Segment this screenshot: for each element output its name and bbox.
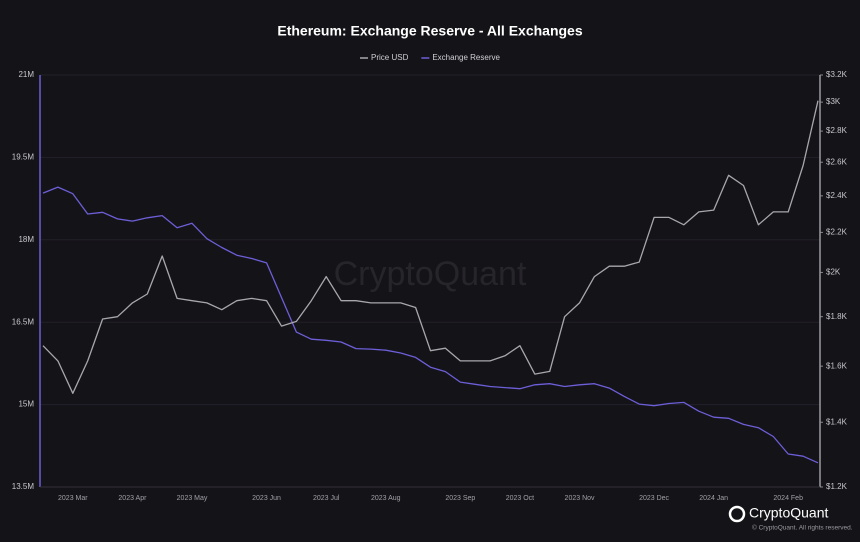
- series-line: [42, 100, 819, 394]
- x-tick-label: 2023 Oct: [506, 495, 534, 502]
- y-tick-label: 21M: [18, 70, 34, 79]
- y2-tick-label: $3K: [826, 97, 841, 106]
- y2-tick-label: $2.8K: [826, 126, 848, 135]
- y-tick-label: 18M: [18, 235, 34, 244]
- x-tick-label: 2023 Dec: [639, 495, 669, 502]
- y2-tick-label: $1.8K: [826, 312, 848, 321]
- x-tick-label: 2023 Aug: [371, 495, 401, 502]
- x-tick-label: 2023 Jul: [313, 495, 340, 502]
- chart-title: Ethereum: Exchange Reserve - All Exchang…: [277, 23, 582, 39]
- footer-logo: CryptoQuant © CryptoQuant. All rights re…: [728, 505, 853, 532]
- legend-label: Price USD: [371, 53, 409, 62]
- x-tick-label: 2023 Apr: [118, 495, 147, 502]
- logo-icon: [728, 505, 746, 523]
- watermark: CryptoQuant: [334, 255, 527, 293]
- y2-tick-label: $1.6K: [826, 361, 848, 370]
- legend-label: Exchange Reserve: [432, 53, 500, 62]
- y2-tick-label: $3.2K: [826, 70, 848, 79]
- y2-tick-label: $2.4K: [826, 191, 848, 200]
- brand: CryptoQuant: [749, 505, 828, 521]
- x-tick-label: 2024 Feb: [773, 495, 803, 502]
- copyright: © CryptoQuant. All rights reserved.: [752, 524, 853, 532]
- series-line: [42, 186, 819, 464]
- y2-tick-label: $2.2K: [826, 228, 848, 237]
- x-tick-label: 2023 May: [177, 495, 208, 502]
- x-tick-label: 2023 Sep: [445, 495, 475, 502]
- x-tick-label: 2023 Nov: [565, 495, 595, 502]
- y2-tick-label: $2K: [826, 268, 841, 277]
- y-tick-label: 13.5M: [12, 482, 35, 491]
- x-tick-label: 2023 Jun: [252, 495, 281, 502]
- y2-tick-label: $1.2K: [826, 482, 848, 491]
- x-tick-label: 2024 Jan: [699, 495, 728, 502]
- y2-tick-label: $2.6K: [826, 157, 848, 166]
- y-tick-label: 16.5M: [12, 317, 35, 326]
- x-tick-label: 2023 Mar: [58, 495, 88, 502]
- y2-tick-label: $1.4K: [826, 417, 848, 426]
- y-tick-label: 19.5M: [12, 153, 35, 162]
- y-tick-label: 15M: [18, 400, 34, 409]
